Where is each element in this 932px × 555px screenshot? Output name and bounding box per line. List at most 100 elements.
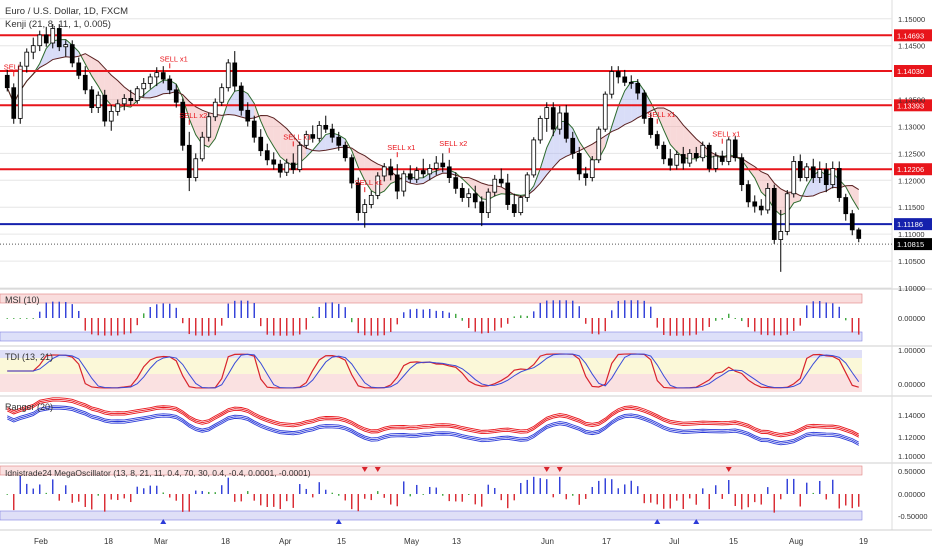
mega-bar — [429, 486, 431, 494]
msi-bar — [832, 303, 834, 318]
msi-bar — [806, 305, 808, 318]
candle-body — [284, 162, 290, 173]
candle-body — [648, 117, 654, 135]
mega-bar — [318, 482, 320, 494]
mega-bar — [403, 481, 405, 494]
price-levels: 1.14693 1.14030 1.13393 1.12206 1.11186 1.108… — [0, 29, 932, 251]
candle-body — [212, 101, 218, 118]
msi-bar — [234, 300, 236, 318]
msi-bar — [650, 306, 652, 318]
price-tick-label: 1.12000 — [898, 176, 925, 185]
cloud-segment — [156, 80, 164, 97]
ranger-band — [7, 397, 859, 435]
msi-bar — [286, 318, 288, 336]
candle-body — [89, 89, 95, 109]
last-price-bg — [894, 238, 932, 251]
tdi-tick-top: 1.00000 — [898, 346, 925, 355]
price-tick-label: 1.10500 — [898, 257, 925, 266]
candle-body — [381, 166, 387, 177]
msi-bar — [279, 318, 281, 336]
msi-bar — [604, 318, 606, 332]
mega-bar — [591, 486, 593, 494]
candle-body — [700, 144, 706, 159]
msi-bar — [838, 306, 840, 318]
msi-bar — [455, 313, 457, 318]
candle-body — [492, 178, 498, 193]
level-label-bg — [894, 218, 932, 231]
candle-body — [160, 72, 166, 80]
mega-bar — [461, 494, 463, 502]
candle-body — [63, 44, 69, 48]
msi-bar — [208, 318, 210, 336]
mega-bar — [45, 492, 47, 494]
mega-bar — [760, 494, 762, 505]
candle-body — [290, 162, 296, 170]
mega-bar — [32, 488, 34, 494]
msi-bar — [728, 313, 730, 318]
tdi-tick-bottom: 0.00000 — [898, 380, 925, 389]
msi-bar — [123, 318, 125, 335]
msi-bar — [221, 318, 223, 326]
candle-body — [563, 112, 569, 139]
mega-bar — [500, 494, 502, 501]
tdi-pane — [0, 350, 862, 392]
candle-body — [680, 154, 686, 164]
msi-bar — [741, 318, 743, 322]
msi-bar — [325, 302, 327, 318]
mega-bar — [305, 488, 307, 494]
time-tick-label: 18 — [221, 537, 230, 546]
mega-bar — [156, 485, 158, 494]
mega-bar — [708, 494, 710, 510]
msi-bar — [533, 311, 535, 318]
candle-body — [856, 229, 862, 239]
msi-title: MSI (10) — [5, 295, 40, 305]
msi-bar — [214, 318, 216, 336]
mega-bar — [435, 487, 437, 494]
candle-body — [414, 170, 420, 180]
msi-bar — [58, 301, 60, 318]
candle-body — [550, 107, 556, 130]
price-tick-label: 1.13000 — [898, 122, 925, 131]
candle-body — [11, 87, 17, 119]
candle-body — [342, 144, 348, 159]
mega-bar — [546, 479, 548, 494]
candle-body — [459, 187, 465, 198]
candle-body — [394, 174, 400, 192]
mega-bar — [162, 492, 164, 494]
msi-bar — [468, 318, 470, 329]
cloud-segment — [663, 107, 671, 145]
cloud-segment — [358, 152, 365, 181]
sell-signals: SELL SELL x1 SELL x2 SELL x1 SELL x1 SELL x1 S… — [4, 54, 740, 193]
mega-bar — [572, 494, 574, 496]
msi-bar — [669, 318, 671, 336]
candle-body — [368, 194, 374, 205]
mega-bar — [78, 494, 80, 502]
cloud-segment — [670, 111, 677, 152]
candle-body — [407, 173, 413, 180]
mega-bar — [643, 494, 645, 504]
mega-bar — [188, 494, 190, 512]
msi-bar — [442, 310, 444, 318]
mega-bar — [123, 494, 125, 499]
cloud-segment — [364, 155, 372, 191]
candle-body — [271, 159, 277, 165]
time-tick-label: Jul — [669, 537, 679, 546]
sell-signal-label: SELL x1 — [160, 54, 188, 63]
price-tick-label: 1.12500 — [898, 149, 925, 158]
mega-bar — [520, 482, 522, 494]
candle-body — [277, 163, 283, 173]
candle-body — [167, 78, 173, 91]
mega-bar — [351, 494, 353, 510]
mega-bar — [104, 494, 106, 512]
last-price-label: 1.10815 — [897, 240, 924, 249]
mega-bar — [526, 479, 528, 494]
mega-bar — [143, 488, 145, 494]
level-label-bg — [894, 65, 932, 77]
candle-body — [440, 162, 446, 168]
msi-bar — [663, 318, 665, 335]
mega-bar — [383, 494, 385, 498]
mega-bar — [786, 478, 788, 494]
mega-bar — [39, 484, 41, 494]
candle-body — [719, 155, 725, 162]
